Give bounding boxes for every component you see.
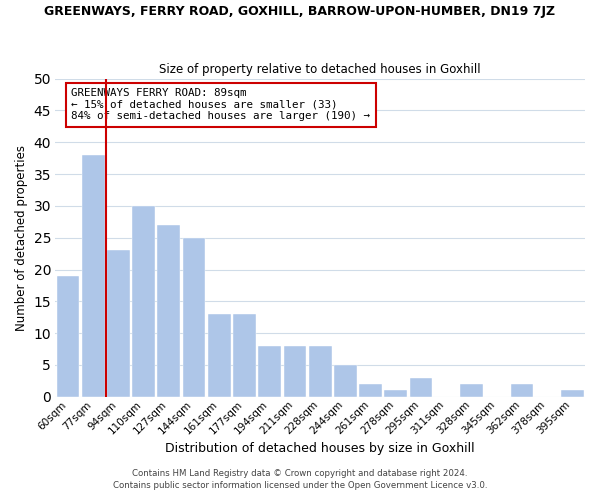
Bar	[259, 346, 281, 397]
Bar	[208, 314, 230, 397]
Bar	[385, 390, 407, 397]
Bar	[309, 346, 332, 397]
Text: GREENWAYS FERRY ROAD: 89sqm
← 15% of detached houses are smaller (33)
84% of sem: GREENWAYS FERRY ROAD: 89sqm ← 15% of det…	[71, 88, 370, 122]
Bar	[82, 155, 104, 397]
Bar	[460, 384, 483, 397]
Bar	[183, 238, 205, 397]
Bar	[359, 384, 382, 397]
Bar	[107, 250, 130, 397]
Bar	[334, 365, 357, 397]
Text: Contains HM Land Registry data © Crown copyright and database right 2024.
Contai: Contains HM Land Registry data © Crown c…	[113, 468, 487, 490]
Bar	[511, 384, 533, 397]
Y-axis label: Number of detached properties: Number of detached properties	[15, 144, 28, 330]
Bar	[157, 225, 180, 397]
Bar	[233, 314, 256, 397]
X-axis label: Distribution of detached houses by size in Goxhill: Distribution of detached houses by size …	[166, 442, 475, 455]
Text: GREENWAYS, FERRY ROAD, GOXHILL, BARROW-UPON-HUMBER, DN19 7JZ: GREENWAYS, FERRY ROAD, GOXHILL, BARROW-U…	[44, 5, 556, 18]
Bar	[410, 378, 433, 397]
Bar	[561, 390, 584, 397]
Bar	[56, 276, 79, 397]
Title: Size of property relative to detached houses in Goxhill: Size of property relative to detached ho…	[160, 63, 481, 76]
Bar	[132, 206, 155, 397]
Bar	[284, 346, 307, 397]
